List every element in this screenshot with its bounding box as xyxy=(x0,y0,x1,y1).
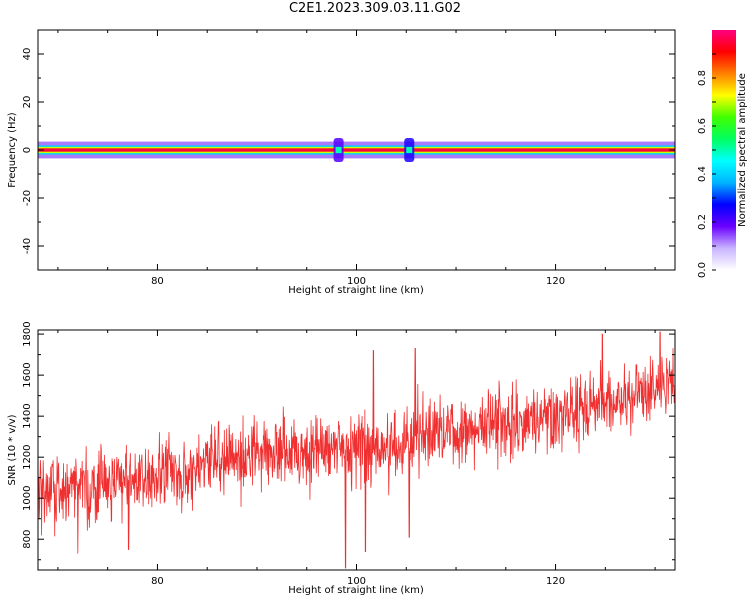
snr-x-label: Height of straight line (km) xyxy=(288,585,424,596)
colorbar-tick-label: 0.8 xyxy=(697,70,708,86)
snr-y-tick-label: 800 xyxy=(22,530,33,549)
colorbar-label: Normalized spectral amplitude xyxy=(737,73,748,227)
snr-y-tick-label: 1200 xyxy=(22,444,33,469)
figure-title: C2E1.2023.309.03.11.G02 xyxy=(288,1,462,16)
snr-y-tick-label: 1000 xyxy=(22,485,33,510)
snr-x-tick-label: 120 xyxy=(546,576,565,587)
spectrogram-x-label: Height of straight line (km) xyxy=(288,285,424,296)
snr-series-line xyxy=(37,331,676,569)
colorbar-tick-label: 0.6 xyxy=(697,118,708,134)
spectrogram-y-tick-label: -40 xyxy=(22,238,33,254)
snr-x-tick-label: 80 xyxy=(151,576,164,587)
snr-y-tick-label: 1600 xyxy=(22,362,33,387)
colorbar-ticks: 0.0 0.2 0.4 0.6 0.8 xyxy=(697,53,716,278)
spectrogram-y-label: Frequency (Hz) xyxy=(7,112,18,188)
snr-axes: 80 100 120 800 1000 1200 1400 1600 1800 xyxy=(22,321,675,587)
spectrogram-y-tick-label: 0 xyxy=(22,147,33,153)
snr-y-tick-label: 1800 xyxy=(22,321,33,346)
snr-y-tick-label: 1400 xyxy=(22,403,33,428)
spectrogram-anomaly-core xyxy=(335,146,342,154)
spectrogram-marks xyxy=(38,138,675,162)
spectrogram-x-tick-label: 100 xyxy=(347,276,366,287)
colorbar: 0.0 0.2 0.4 0.6 0.8 Normalized spectral ampl… xyxy=(697,30,748,278)
spectrogram-band xyxy=(38,148,675,152)
snr-y-label: SNR (10 * v/v) xyxy=(7,414,18,485)
colorbar-tick-label: 0.2 xyxy=(697,214,708,230)
spectrogram-axes: 80 100 120 40 20 0 -20 -40 xyxy=(22,29,675,287)
spectrogram-y-tick-label: 20 xyxy=(22,96,33,109)
spectrogram-x-tick-label: 120 xyxy=(546,276,565,287)
spectrogram-y-tick-label: -20 xyxy=(22,190,33,206)
spectrogram-y-tick-label: 40 xyxy=(22,48,33,61)
spectrogram-panel: 80 100 120 40 20 0 -20 -40 Height of straight l… xyxy=(7,29,676,296)
colorbar-tick-label: 0.0 xyxy=(697,262,708,278)
snr-x-tick-label: 100 xyxy=(347,576,366,587)
colorbar-tick-label: 0.4 xyxy=(697,166,708,182)
snr-panel: 80 100 120 800 1000 1200 1400 1600 1800 Height o… xyxy=(7,321,676,596)
spectrogram-anomaly-core xyxy=(406,146,413,154)
spectrogram-x-tick-label: 80 xyxy=(151,276,164,287)
